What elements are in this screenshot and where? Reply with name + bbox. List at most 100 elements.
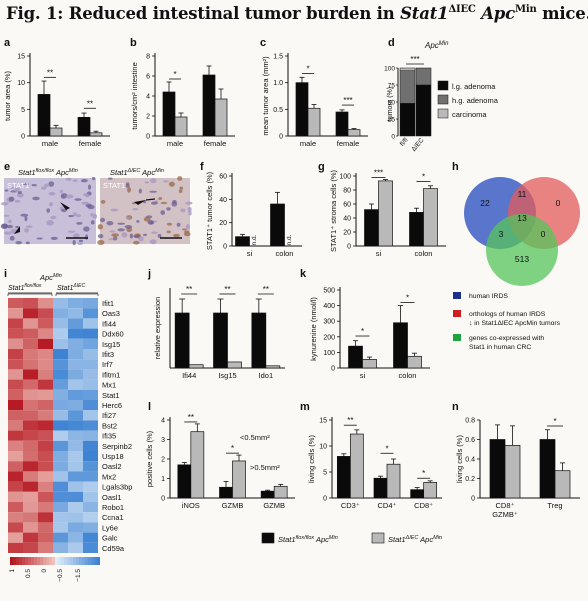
heatmap-cell xyxy=(53,502,68,513)
y-tick-label: 100 xyxy=(339,174,351,181)
heatmap-cell xyxy=(68,512,83,523)
y-axis-label: positive cells (%) xyxy=(145,430,154,487)
cell-nucleus xyxy=(4,189,9,192)
sig-marker: * xyxy=(406,293,409,302)
cell-nucleus xyxy=(92,213,98,219)
size-note: >0.5mm² xyxy=(250,463,280,472)
cell-nucleus xyxy=(121,232,128,238)
heatmap-cell xyxy=(53,430,68,441)
gene-label: Ifi44 xyxy=(102,319,116,328)
heatmap-cell xyxy=(8,410,23,421)
cell-nucleus xyxy=(46,208,51,213)
superscript: Min xyxy=(433,535,442,541)
heatmap-cell xyxy=(23,359,38,370)
dendrogram xyxy=(7,293,99,296)
heatmap-cell xyxy=(23,420,38,431)
cell-nucleus xyxy=(59,189,63,194)
x-tick-label: CD4⁺ xyxy=(378,501,397,510)
gene-label: Ifi35 xyxy=(102,432,116,441)
venn-count: 13 xyxy=(517,213,527,223)
sig-marker: ** xyxy=(186,285,192,294)
gene-label: Cd59a xyxy=(102,544,125,553)
heatmap-cell xyxy=(38,400,53,411)
sig-marker: * xyxy=(306,65,309,74)
heatmap-cell xyxy=(83,430,98,441)
venn-count: 3 xyxy=(499,229,504,239)
cell-nucleus xyxy=(183,232,191,237)
panel-g: STAT1⁺ stroma cells (%) 0 20 40 60 80 100 si col… xyxy=(329,168,446,258)
superscript: ΔIEC xyxy=(127,168,141,174)
superscript: ΔIEC xyxy=(405,535,419,541)
cell-nucleus xyxy=(72,239,76,246)
cell-nucleus xyxy=(80,178,88,183)
cell-nucleus xyxy=(68,214,74,218)
sig-marker: *** xyxy=(374,168,383,177)
cell-nucleus xyxy=(188,210,192,216)
x-tick-label: Isg15 xyxy=(218,371,236,380)
superscript: flox/flox xyxy=(24,283,41,289)
bar xyxy=(227,361,242,369)
gene-label: Lgals3bp xyxy=(102,483,132,492)
color-scale-cell xyxy=(46,557,49,565)
arrow-shaft xyxy=(145,198,156,201)
y-tick-label: 15 xyxy=(17,54,25,61)
y-tick-label: 0.4 xyxy=(465,457,475,464)
bar xyxy=(349,433,364,499)
bar xyxy=(77,116,91,137)
cell-nucleus xyxy=(40,186,47,190)
cell-nucleus xyxy=(125,216,131,219)
heatmap-cell xyxy=(83,328,98,339)
heatmap-cell xyxy=(23,461,38,472)
heatmap-cell xyxy=(8,491,23,502)
color-scale-cell xyxy=(55,557,58,565)
cell-nucleus xyxy=(67,230,76,233)
panel-letter: l xyxy=(148,401,151,413)
y-tick-label: 0 xyxy=(331,366,335,373)
heatmap-cell xyxy=(83,420,98,431)
cell-nucleus xyxy=(124,225,133,229)
bar xyxy=(174,312,190,369)
panel-letter: n xyxy=(452,401,459,413)
heatmap-cell xyxy=(38,410,53,421)
y-tick-label: 0 xyxy=(347,244,351,251)
color-scale-cell xyxy=(88,557,91,565)
heatmap-cell xyxy=(68,338,83,349)
gene-label: Ifitm1 xyxy=(102,370,120,379)
cell-nucleus xyxy=(168,181,175,187)
y-tick-label: 0.2 xyxy=(465,476,475,483)
y-tick-label: 40 xyxy=(219,197,227,204)
bar xyxy=(235,236,250,247)
cell-nucleus xyxy=(81,201,89,205)
x-tick-label: male xyxy=(42,139,58,148)
y-tick-label: 4 xyxy=(146,94,150,101)
cell-nucleus xyxy=(160,210,166,215)
heatmap-cell xyxy=(53,532,68,543)
heatmap-cell xyxy=(8,308,23,319)
heatmap-cell xyxy=(8,369,23,380)
x-tick-label: GZMB xyxy=(222,501,244,510)
legend-label: human IRDS xyxy=(469,293,508,300)
cell-nucleus xyxy=(182,228,187,231)
heatmap-cell xyxy=(68,298,83,309)
bar xyxy=(423,482,438,499)
bar xyxy=(265,365,281,369)
x-tick-label: female xyxy=(79,139,102,148)
sig-marker: *** xyxy=(343,96,352,105)
heatmap-cell xyxy=(53,328,68,339)
cell-nucleus xyxy=(187,206,192,213)
superscript: Min xyxy=(329,535,338,541)
color-scale-cell xyxy=(37,557,40,565)
sig-marker: ** xyxy=(87,99,93,108)
cell-nucleus xyxy=(176,222,181,227)
cell-nucleus xyxy=(97,239,105,246)
figure-title: Fig. 1: Reduced intestinal tumor burden … xyxy=(6,4,588,23)
y-tick-label: 2 xyxy=(161,457,165,464)
heatmap-cell xyxy=(83,532,98,543)
panel-letter: f xyxy=(200,161,204,173)
cell-nucleus xyxy=(77,242,84,246)
heatmap-cell xyxy=(38,471,53,482)
bar xyxy=(260,490,275,499)
cell-nucleus xyxy=(48,181,55,187)
legend-label: orthologs of human IRDS xyxy=(469,311,546,318)
